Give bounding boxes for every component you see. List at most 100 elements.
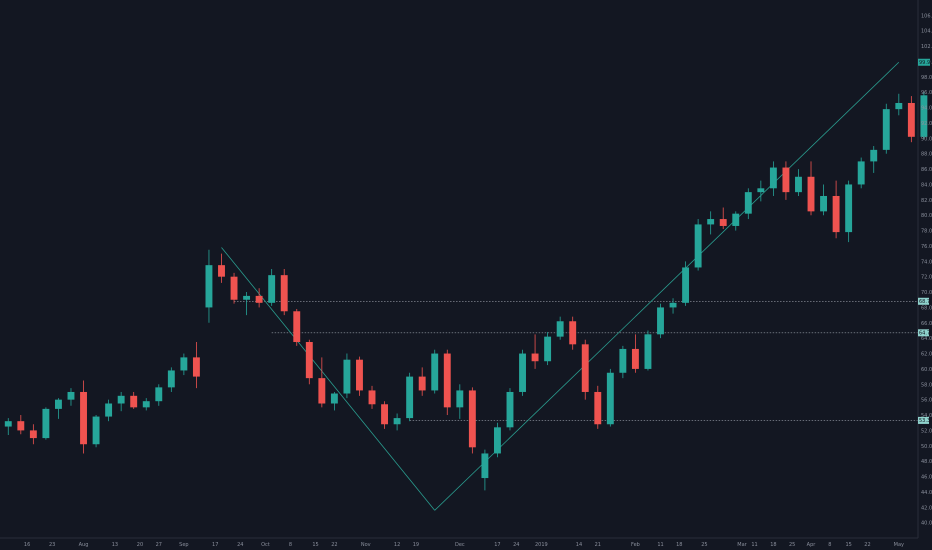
candle-body xyxy=(180,357,188,371)
candle-up[interactable] xyxy=(117,391,125,412)
candle-up[interactable] xyxy=(343,353,351,399)
candle-up[interactable] xyxy=(657,303,664,339)
candle-up[interactable] xyxy=(142,398,150,411)
candle-up[interactable] xyxy=(845,180,853,243)
candle-body xyxy=(468,390,476,448)
candle-up[interactable] xyxy=(707,211,715,235)
candle-down[interactable] xyxy=(418,367,426,396)
candle-down[interactable] xyxy=(255,288,263,308)
level-price-label: 53.30 xyxy=(919,418,932,424)
candle-down[interactable] xyxy=(381,401,389,429)
candle-down[interactable] xyxy=(130,391,138,409)
price-tick-label: 40.00 xyxy=(921,521,932,527)
candle-up[interactable] xyxy=(205,249,213,323)
candle-up[interactable] xyxy=(54,398,62,419)
candle-body xyxy=(243,295,251,300)
candle-down[interactable] xyxy=(80,380,87,454)
candle-up[interactable] xyxy=(92,415,100,448)
candle-up[interactable] xyxy=(67,388,75,406)
trendline[interactable] xyxy=(434,61,900,511)
time-axis[interactable]: 16 23 Aug 13 20 27 Sep 17 24 Oct 8 15 22 Nov 12 19 Dec 17… xyxy=(24,542,904,548)
candle-down[interactable] xyxy=(569,316,577,350)
candle-down[interactable] xyxy=(293,308,301,346)
candle-up[interactable] xyxy=(820,184,828,216)
candle-down[interactable] xyxy=(356,356,363,396)
candle-up[interactable] xyxy=(243,292,251,316)
price-axis[interactable]: 40.00 42.00 44.00 46.00 48.00 50.00 52.00 54.00… xyxy=(921,13,932,526)
candle-down[interactable] xyxy=(807,161,815,216)
candle-up[interactable] xyxy=(757,180,765,202)
candle-down[interactable] xyxy=(218,253,225,283)
price-tick-label: 104.00 xyxy=(921,29,932,35)
candle-up[interactable] xyxy=(795,169,802,196)
candle-up[interactable] xyxy=(870,146,878,173)
candle-body xyxy=(418,376,426,391)
trendline[interactable] xyxy=(221,247,436,511)
candle-up[interactable] xyxy=(42,407,50,440)
candle-up[interactable] xyxy=(556,316,564,340)
candle-up[interactable] xyxy=(682,261,690,306)
candle-down[interactable] xyxy=(719,207,727,230)
candle-up[interactable] xyxy=(920,92,928,139)
candle-up[interactable] xyxy=(857,157,865,189)
candle-down[interactable] xyxy=(368,385,376,409)
candle-body xyxy=(694,224,702,268)
candle-up[interactable] xyxy=(180,353,188,376)
candle-body xyxy=(807,176,815,212)
candle-body xyxy=(594,391,602,425)
candle-body xyxy=(795,176,802,193)
candle-down[interactable] xyxy=(832,180,840,239)
candle-body xyxy=(318,378,326,404)
candle-up[interactable] xyxy=(406,372,414,422)
candle-up[interactable] xyxy=(456,384,464,419)
price-tick-label: 42.00 xyxy=(921,505,932,511)
candle-up[interactable] xyxy=(644,330,652,371)
candle-up[interactable] xyxy=(732,211,740,231)
candle-up[interactable] xyxy=(4,418,12,436)
candle-down[interactable] xyxy=(907,96,915,143)
candle-up[interactable] xyxy=(744,188,752,220)
candle-up[interactable] xyxy=(268,269,276,306)
candle-down[interactable] xyxy=(468,387,476,454)
price-tick-label: 68.00 xyxy=(921,305,932,311)
candle-down[interactable] xyxy=(280,269,288,316)
candle-down[interactable] xyxy=(17,415,25,435)
candle-up[interactable] xyxy=(105,399,113,422)
candle-up[interactable] xyxy=(519,349,526,396)
candle-up[interactable] xyxy=(769,161,777,196)
candle-down[interactable] xyxy=(581,339,589,400)
time-tick-label: 18 xyxy=(770,542,776,548)
time-tick-label: 23 xyxy=(49,542,55,548)
candle-body xyxy=(493,427,501,454)
last-price-tag xyxy=(918,58,930,66)
candle-down[interactable] xyxy=(594,385,602,429)
candle-up[interactable] xyxy=(669,298,677,314)
candle-down[interactable] xyxy=(443,349,451,416)
candle-up[interactable] xyxy=(895,93,903,116)
candle-up[interactable] xyxy=(493,422,501,458)
candle-down[interactable] xyxy=(305,339,313,385)
candle-up[interactable] xyxy=(330,391,338,411)
candle-up[interactable] xyxy=(167,367,175,392)
candle-down[interactable] xyxy=(230,272,238,304)
candle-up[interactable] xyxy=(882,103,890,154)
candle-up[interactable] xyxy=(155,384,163,406)
candle-down[interactable] xyxy=(29,424,37,445)
candle-down[interactable] xyxy=(192,342,200,389)
candle-down[interactable] xyxy=(531,334,539,369)
candle-up[interactable] xyxy=(606,368,614,427)
candle-up[interactable] xyxy=(694,219,702,271)
candle-up[interactable] xyxy=(481,449,489,491)
candle-down[interactable] xyxy=(782,161,790,200)
candle-up[interactable] xyxy=(431,349,439,394)
time-tick-label: 21 xyxy=(595,542,601,548)
candle-down[interactable] xyxy=(318,357,326,408)
candle-up[interactable] xyxy=(619,345,627,379)
price-tick-label: 70.00 xyxy=(921,290,932,296)
candle-up[interactable] xyxy=(506,388,514,431)
candle-body xyxy=(268,275,276,303)
candle-up[interactable] xyxy=(393,413,401,431)
candle-down[interactable] xyxy=(631,334,639,373)
candle-up[interactable] xyxy=(544,332,552,366)
